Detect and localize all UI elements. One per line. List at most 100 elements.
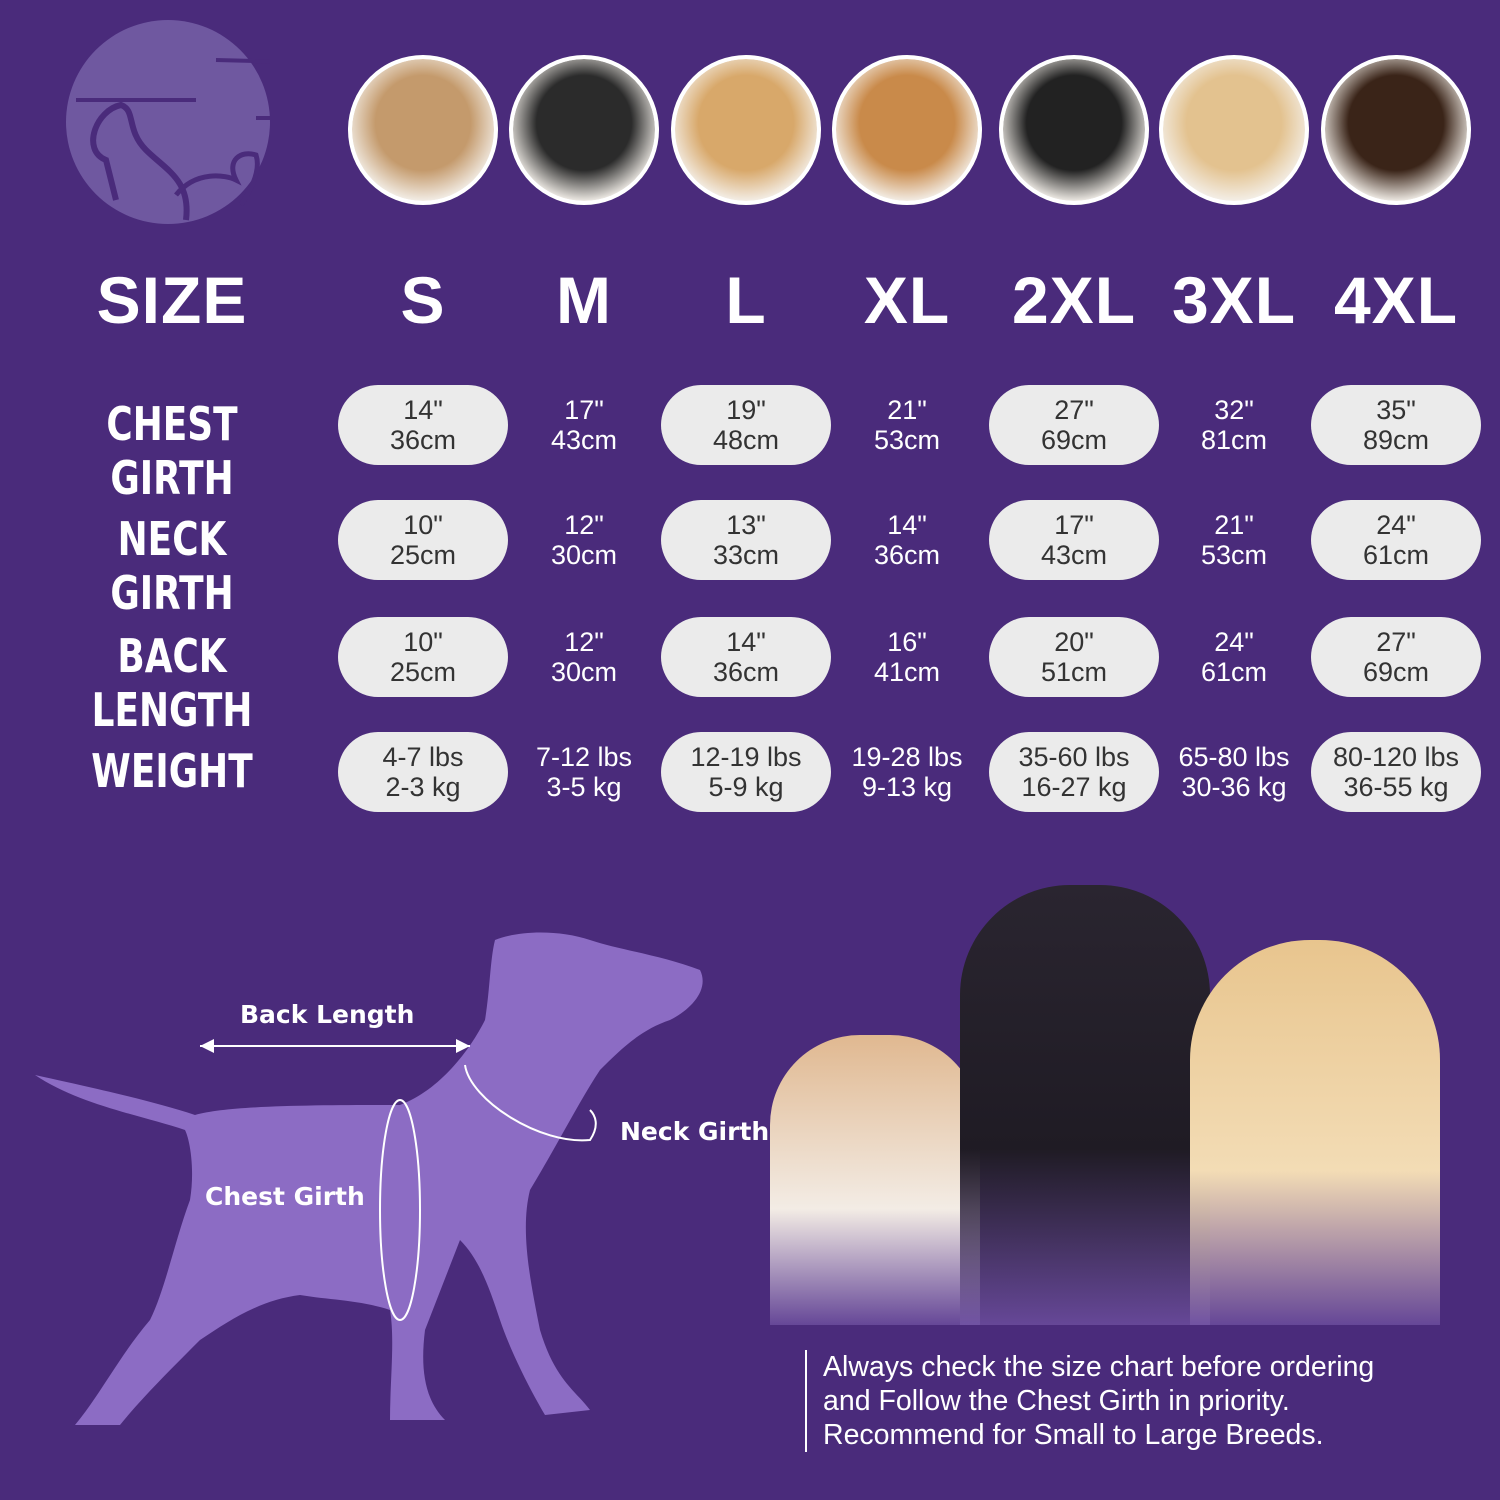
table-cell: 21" 53cm xyxy=(1149,500,1319,580)
cell-primary: 21" xyxy=(887,395,927,425)
table-cell: 80-120 lbs 36-55 kg xyxy=(1311,732,1481,812)
cell-secondary: 69cm xyxy=(1040,425,1108,455)
size-2xl: 2XL xyxy=(1011,263,1137,337)
breed-photo-shih-tzu xyxy=(348,55,498,205)
table-cell: 16" 41cm xyxy=(822,617,992,697)
back-length-label: Back Length xyxy=(240,1000,415,1029)
table-cell: 13" 33cm xyxy=(661,500,831,580)
table-cell: 10" 25cm xyxy=(338,617,508,697)
table-cell: 24" 61cm xyxy=(1149,617,1319,697)
size-s: S xyxy=(400,263,446,337)
cell-secondary: 43cm xyxy=(1040,540,1108,570)
cell-secondary: 30-36 kg xyxy=(1181,772,1287,802)
cell-primary: 24" xyxy=(1376,510,1416,540)
size-header: SIZE xyxy=(96,263,248,337)
size-m: M xyxy=(556,263,612,337)
cell-secondary: 61cm xyxy=(1362,540,1430,570)
size-4xl: 4XL xyxy=(1333,263,1459,337)
size-3xl: 3XL xyxy=(1171,263,1297,337)
note-line: and Follow the Chest Girth in priority. xyxy=(823,1385,1290,1417)
table-cell: 12-19 lbs 5-9 kg xyxy=(661,732,831,812)
table-cell: 17" 43cm xyxy=(989,500,1159,580)
dogs-group-photo xyxy=(770,885,1450,1325)
table-cell: 14" 36cm xyxy=(338,385,508,465)
table-cell: 14" 36cm xyxy=(661,617,831,697)
cell-secondary: 25cm xyxy=(389,657,457,687)
cell-secondary: 81cm xyxy=(1200,425,1268,455)
cell-primary: 19" xyxy=(726,395,766,425)
brand-logo xyxy=(66,20,326,224)
cell-secondary: 61cm xyxy=(1200,657,1268,687)
cell-primary: 19-28 lbs xyxy=(851,742,963,772)
breed-photo-labrador xyxy=(1159,55,1309,205)
cell-secondary: 30cm xyxy=(550,540,618,570)
cell-secondary: 16-27 kg xyxy=(1021,772,1127,802)
cell-primary: 35-60 lbs xyxy=(1018,742,1130,772)
table-cell: 14" 36cm xyxy=(822,500,992,580)
cell-primary: 4-7 lbs xyxy=(382,742,464,772)
breed-photo-cocker-spaniel xyxy=(671,55,821,205)
row-label: BACK LENGTH xyxy=(91,629,253,737)
table-cell: 19-28 lbs 9-13 kg xyxy=(822,732,992,812)
note-line: Recommend for Small to Large Breeds. xyxy=(823,1419,1324,1451)
cell-primary: 16" xyxy=(887,627,927,657)
dog-silhouette-diagram xyxy=(35,932,703,1425)
cell-secondary: 36cm xyxy=(873,540,941,570)
table-cell: 10" 25cm xyxy=(338,500,508,580)
cell-primary: 12" xyxy=(564,627,604,657)
table-cell: 32" 81cm xyxy=(1149,385,1319,465)
cell-primary: 10" xyxy=(403,627,443,657)
chest-girth-label: Chest Girth xyxy=(205,1182,365,1211)
table-cell: 35" 89cm xyxy=(1311,385,1481,465)
cell-primary: 13" xyxy=(726,510,766,540)
cell-secondary: 41cm xyxy=(873,657,941,687)
cell-primary: 14" xyxy=(403,395,443,425)
cell-secondary: 30cm xyxy=(550,657,618,687)
dog-cat-logo-icon xyxy=(76,58,326,221)
table-cell: 12" 30cm xyxy=(499,617,669,697)
cell-primary: 12-19 lbs xyxy=(690,742,802,772)
cell-secondary: 53cm xyxy=(873,425,941,455)
cell-primary: 24" xyxy=(1214,627,1254,657)
size-xl: XL xyxy=(863,263,951,337)
size-note: Always check the size chart before order… xyxy=(805,1350,1374,1452)
cell-secondary: 36cm xyxy=(389,425,457,455)
cell-secondary: 3-5 kg xyxy=(546,772,622,802)
cell-primary: 27" xyxy=(1054,395,1094,425)
table-cell: 4-7 lbs 2-3 kg xyxy=(338,732,508,812)
cell-secondary: 43cm xyxy=(550,425,618,455)
cell-secondary: 5-9 kg xyxy=(708,772,784,802)
breed-photo-doberman xyxy=(1321,55,1471,205)
breed-photo-boston-terrier xyxy=(509,55,659,205)
cell-primary: 7-12 lbs xyxy=(535,742,633,772)
table-cell: 20" 51cm xyxy=(989,617,1159,697)
breed-photo-border-collie xyxy=(999,55,1149,205)
row-label: WEIGHT xyxy=(91,744,253,798)
cell-primary: 20" xyxy=(1054,627,1094,657)
table-cell: 7-12 lbs 3-5 kg xyxy=(499,732,669,812)
row-label: CHEST GIRTH xyxy=(106,397,238,505)
cell-primary: 17" xyxy=(1054,510,1094,540)
cell-secondary: 69cm xyxy=(1362,657,1430,687)
cell-primary: 80-120 lbs xyxy=(1332,742,1460,772)
cell-primary: 14" xyxy=(726,627,766,657)
table-cell: 12" 30cm xyxy=(499,500,669,580)
cell-primary: 21" xyxy=(1214,510,1254,540)
cell-secondary: 51cm xyxy=(1040,657,1108,687)
cell-secondary: 2-3 kg xyxy=(385,772,461,802)
note-line: Always check the size chart before order… xyxy=(823,1351,1375,1383)
cell-primary: 65-80 lbs xyxy=(1178,742,1290,772)
table-cell: 35-60 lbs 16-27 kg xyxy=(989,732,1159,812)
cell-primary: 10" xyxy=(403,510,443,540)
table-cell: 21" 53cm xyxy=(822,385,992,465)
cell-primary: 27" xyxy=(1376,627,1416,657)
table-cell: 65-80 lbs 30-36 kg xyxy=(1149,732,1319,812)
table-cell: 24" 61cm xyxy=(1311,500,1481,580)
cell-secondary: 89cm xyxy=(1362,425,1430,455)
cell-primary: 12" xyxy=(564,510,604,540)
size-l: L xyxy=(725,263,767,337)
table-cell: 17" 43cm xyxy=(499,385,669,465)
cell-primary: 14" xyxy=(887,510,927,540)
cell-secondary: 53cm xyxy=(1200,540,1268,570)
neck-girth-label: Neck Girth xyxy=(620,1117,770,1146)
